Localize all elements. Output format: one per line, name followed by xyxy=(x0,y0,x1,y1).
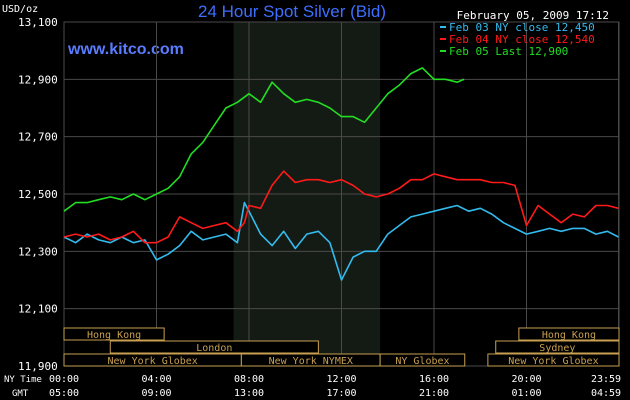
y-tick-label: 12,700 xyxy=(18,131,58,144)
x-tick-label-ny: 04:00 xyxy=(141,374,171,385)
x-tick-label-gmt: 21:00 xyxy=(419,388,449,399)
website-label: www.kitco.com xyxy=(67,41,184,58)
legend-label: Feb 05 Last 12,900 xyxy=(449,45,568,58)
market-session-box xyxy=(379,353,466,367)
y-tick-label: 13,100 xyxy=(18,16,58,29)
x-tick-label-ny: 12:00 xyxy=(326,374,356,385)
x-tick-label-gmt: 09:00 xyxy=(141,388,171,399)
x-tick-label-ny: 20:00 xyxy=(511,374,541,385)
x-tick-label-ny: 00:00 xyxy=(49,374,79,385)
series-line-1 xyxy=(63,201,619,281)
market-session-label: Sydney xyxy=(539,343,575,354)
x-row-label-gmt: GMT xyxy=(12,389,29,399)
legend-label: Feb 03 NY close 12,450 xyxy=(449,21,595,34)
market-session-label: Hong Kong xyxy=(87,330,141,341)
market-session-label: London xyxy=(196,343,232,354)
x-tick-label-ny: 16:00 xyxy=(419,374,449,385)
x-tick-label-gmt: 05:00 xyxy=(49,388,79,399)
x-tick-label-gmt: 13:00 xyxy=(234,388,264,399)
market-session-box xyxy=(109,340,319,354)
y-tick-label: 12,300 xyxy=(18,245,58,258)
y-tick-label: 12,500 xyxy=(18,188,58,201)
market-sessions: Hong Kong Hong Kong London Sydney New York G… xyxy=(63,327,620,367)
x-tick-label-ny: 23:59 xyxy=(591,374,621,385)
x-tick-label-gmt: 04:59 xyxy=(591,388,621,399)
unit-label: USD/oz xyxy=(2,4,38,15)
y-tick-label: 11,900 xyxy=(18,360,58,373)
x-tick-label-gmt: 01:00 xyxy=(511,388,541,399)
chart-title: 24 Hour Spot Silver (Bid) xyxy=(198,2,386,21)
plot-area: 13,100 12,900 12,700 12,500 12,300 12,100 11,9… xyxy=(4,16,621,399)
x-tick-label-ny: 08:00 xyxy=(234,374,264,385)
series-line-3 xyxy=(63,67,465,212)
legend-label: Feb 04 NY close 12,540 xyxy=(449,33,595,46)
market-session-box xyxy=(518,327,620,341)
y-tick-label: 12,100 xyxy=(18,303,58,316)
market-session-label: NY Globex xyxy=(395,356,449,367)
x-tick-label-gmt: 17:00 xyxy=(326,388,356,399)
x-row-label-ny: NY Time xyxy=(4,375,42,385)
market-session-label: Hong Kong xyxy=(542,330,596,341)
market-session-box xyxy=(63,327,165,341)
market-session-box xyxy=(487,353,620,367)
series-line-2 xyxy=(63,170,619,244)
y-tick-label: 12,900 xyxy=(18,73,58,86)
market-session-label: New York NYMEX xyxy=(269,356,353,367)
market-session-label: New York Globex xyxy=(108,356,198,367)
timestamp: February 05, 2009 17:12 xyxy=(457,9,609,22)
market-session-box xyxy=(495,340,620,354)
market-session-label: New York Globex xyxy=(508,356,598,367)
